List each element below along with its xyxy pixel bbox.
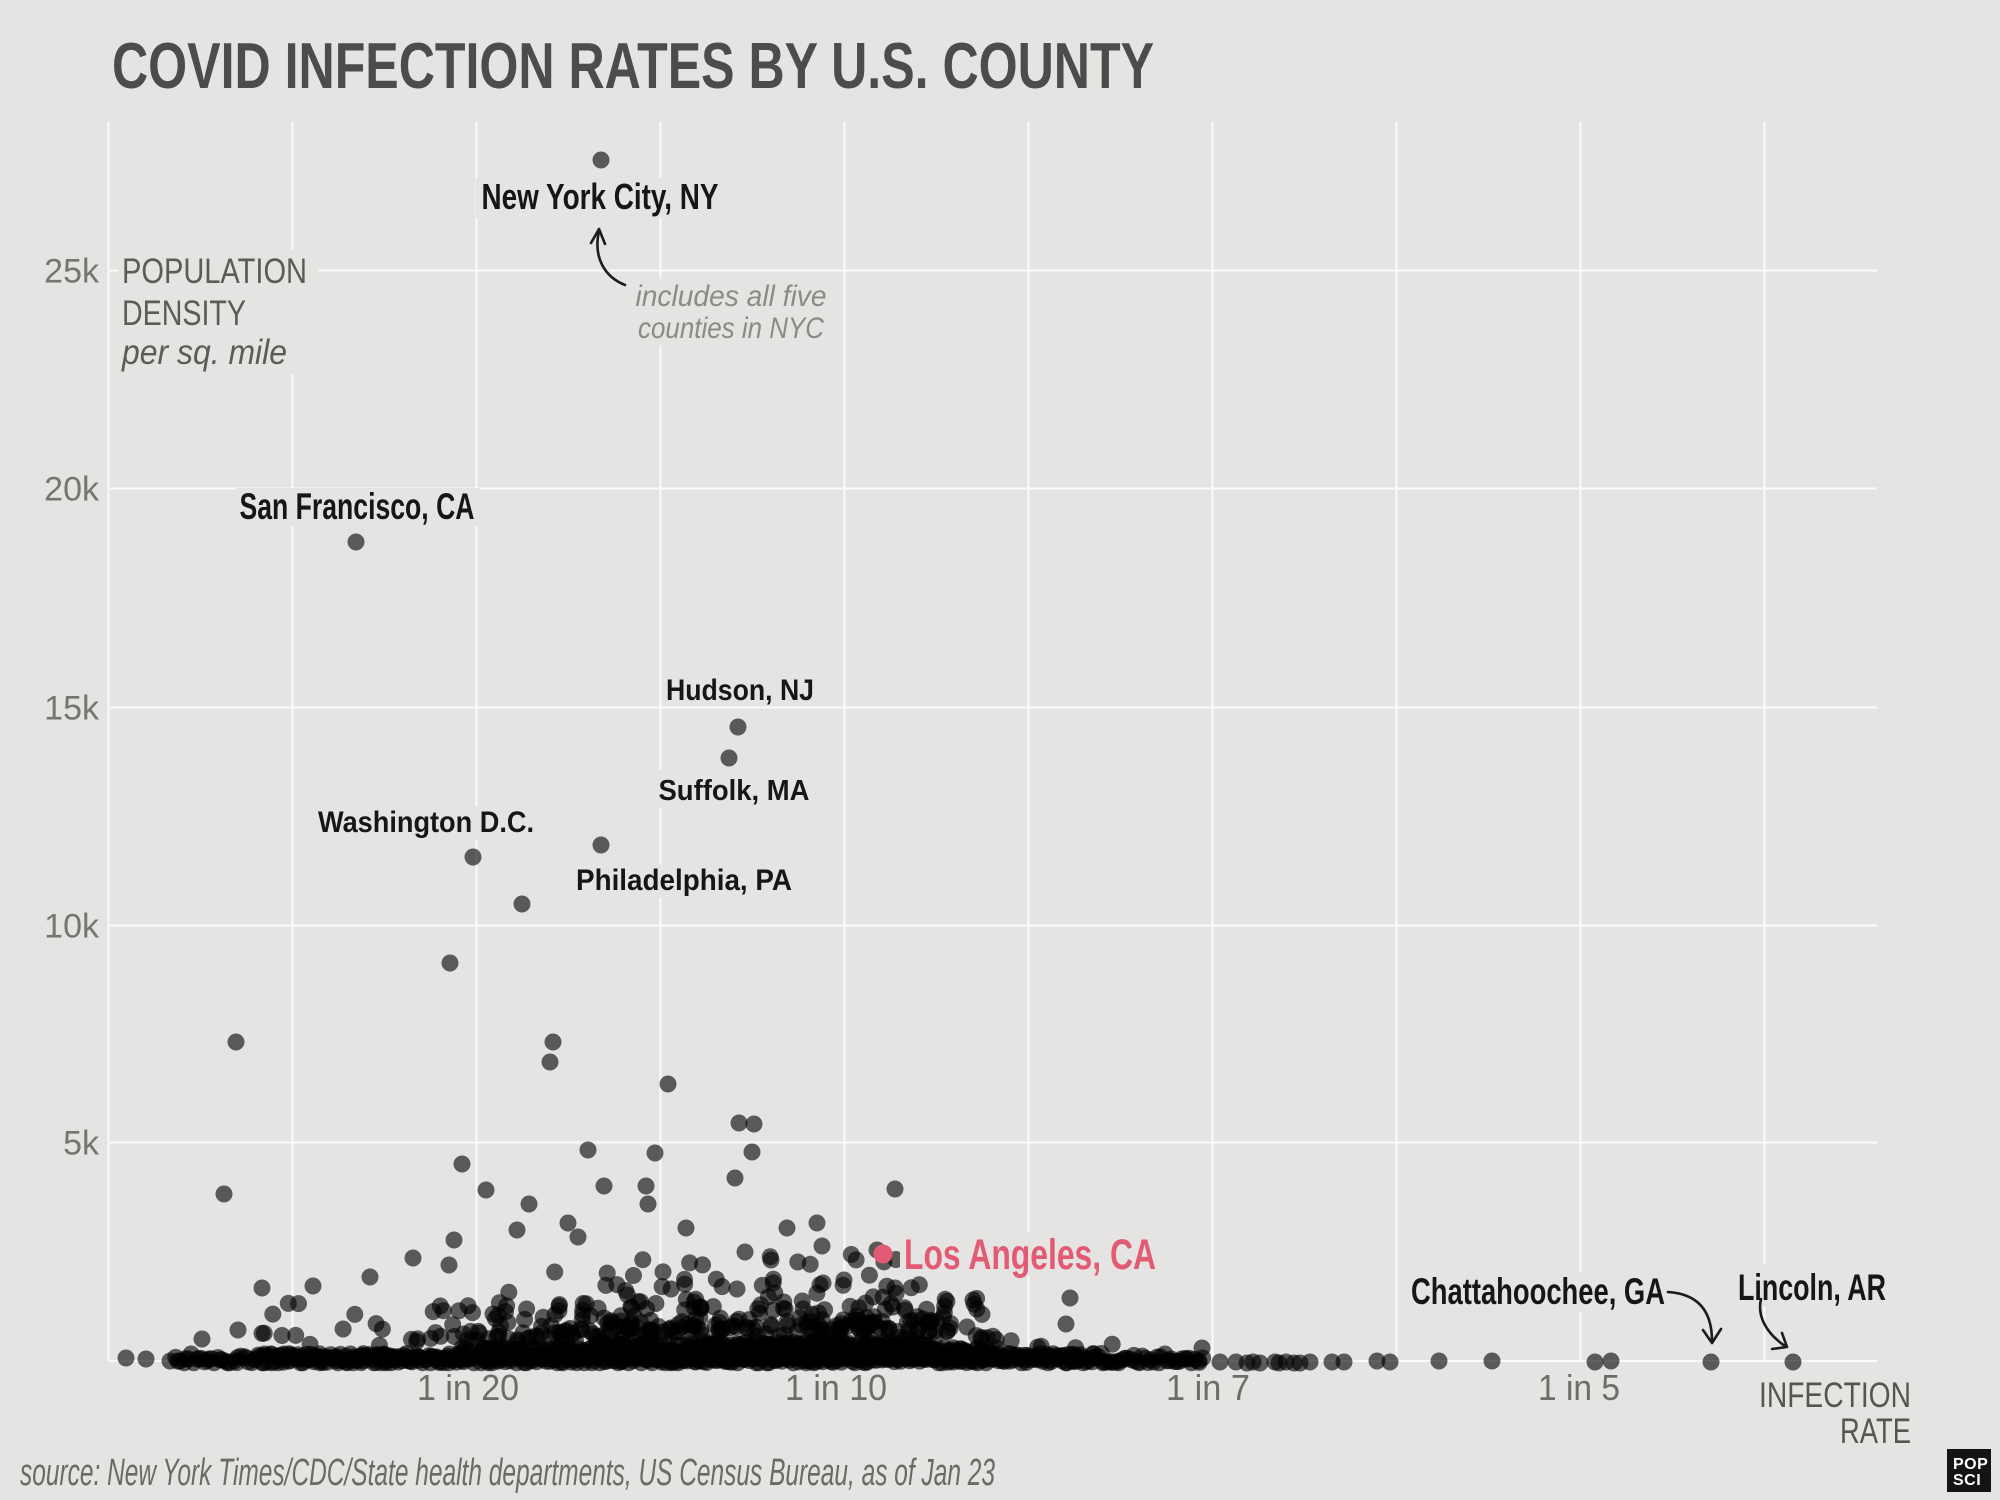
svg-text:New York City, NY: New York City, NY (482, 176, 719, 217)
svg-text:POPULATION: POPULATION (122, 252, 307, 291)
svg-text:10k: 10k (44, 908, 100, 946)
svg-text:San Francisco, CA: San Francisco, CA (240, 486, 475, 527)
svg-text:25k: 25k (44, 253, 100, 291)
svg-text:1 in 20: 1 in 20 (417, 1367, 519, 1408)
svg-text:Hudson, NJ: Hudson, NJ (666, 674, 814, 707)
svg-text:Suffolk, MA: Suffolk, MA (659, 775, 810, 807)
svg-text:5k: 5k (63, 1125, 100, 1163)
svg-text:1 in 7: 1 in 7 (1166, 1367, 1250, 1408)
svg-text:includes all five: includes all five (636, 280, 827, 313)
svg-text:Washington D.C.: Washington D.C. (318, 806, 534, 839)
svg-text:SCI: SCI (1953, 1472, 1981, 1489)
svg-text:POP: POP (1953, 1456, 1988, 1473)
svg-text:counties in NYC: counties in NYC (638, 312, 824, 345)
svg-text:Chattahoochee, GA: Chattahoochee, GA (1411, 1271, 1665, 1312)
svg-text:20k: 20k (44, 471, 100, 509)
svg-text:15k: 15k (44, 690, 100, 728)
svg-text:Lincoln, AR: Lincoln, AR (1738, 1267, 1886, 1308)
svg-text:1 in 5: 1 in 5 (1538, 1367, 1620, 1408)
svg-text:Philadelphia, PA: Philadelphia, PA (576, 864, 792, 897)
svg-text:source: New York Times/CDC/Sta: source: New York Times/CDC/State health … (20, 1452, 995, 1494)
svg-text:RATE: RATE (1840, 1412, 1911, 1451)
svg-text:1 in 10: 1 in 10 (785, 1367, 887, 1408)
svg-text:INFECTION: INFECTION (1759, 1376, 1911, 1415)
svg-text:COVID INFECTION RATES BY U.S.: COVID INFECTION RATES BY U.S. COUNTY (112, 29, 1154, 102)
svg-text:Los Angeles, CA: Los Angeles, CA (904, 1231, 1156, 1279)
svg-text:DENSITY: DENSITY (122, 294, 246, 333)
svg-text:per sq. mile: per sq. mile (121, 333, 287, 372)
